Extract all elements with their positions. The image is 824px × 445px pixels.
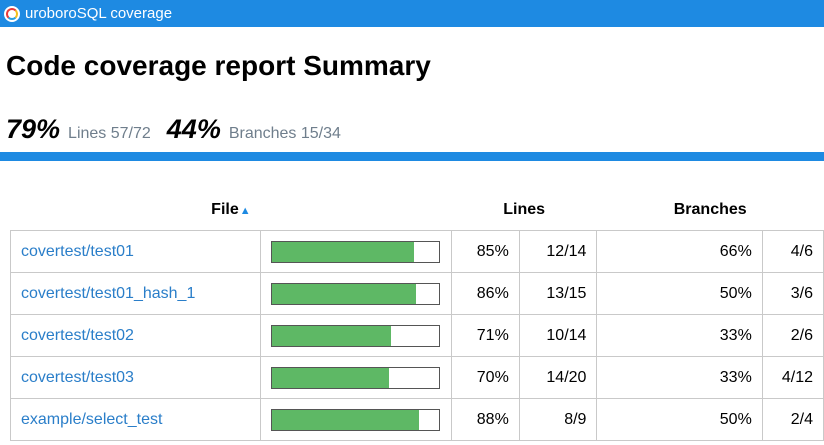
- line-coverage-bar-fill: [271, 241, 414, 262]
- lines-column-header[interactable]: Lines: [503, 201, 546, 218]
- file-link[interactable]: covertest/test03: [21, 368, 134, 386]
- coverage-bar-cell: [259, 230, 452, 273]
- branches-column-header[interactable]: Branches: [673, 201, 747, 218]
- file-link[interactable]: example/select_test: [21, 410, 163, 428]
- file-header-label: File: [211, 201, 239, 218]
- branches-percent-cell: 50%: [596, 272, 763, 315]
- coverage-bar-cell: [259, 314, 452, 357]
- table-row: covertest/test01_hash_1 86% 13/15 50% 3/6: [10, 272, 824, 315]
- line-coverage-bar-fill: [271, 283, 416, 304]
- lines-count-cell: 13/15: [518, 272, 598, 315]
- sort-ascending-icon: ▲: [239, 205, 251, 217]
- header-divider: [0, 152, 824, 161]
- file-cell: example/select_test: [10, 398, 261, 441]
- line-coverage-bar-fill: [271, 325, 391, 346]
- line-coverage-bar: [270, 408, 440, 431]
- file-link[interactable]: covertest/test01_hash_1: [21, 284, 196, 302]
- lines-percent-cell: 71%: [450, 314, 520, 357]
- lines-count-cell: 8/9: [518, 398, 598, 441]
- app-logo-icon: [4, 5, 20, 22]
- line-coverage-bar: [270, 240, 440, 263]
- line-coverage-bar: [270, 324, 440, 347]
- lines-percent-cell: 85%: [450, 230, 520, 273]
- file-cell: covertest/test03: [10, 356, 261, 399]
- branches-count-cell: 4/6: [761, 230, 824, 273]
- line-coverage-bar-fill: [271, 409, 419, 430]
- window-title: uroboroSQL coverage: [25, 5, 173, 22]
- file-column-header[interactable]: File▲: [11, 190, 452, 231]
- branches-count-cell: 3/6: [761, 272, 824, 315]
- coverage-bar-cell: [259, 272, 452, 315]
- page-title: Code coverage report Summary: [6, 50, 431, 81]
- file-link[interactable]: covertest/test02: [21, 326, 134, 344]
- file-cell: covertest/test02: [10, 314, 261, 357]
- coverage-bar-cell: [259, 356, 452, 399]
- branches-count-cell: 4/12: [761, 356, 824, 399]
- line-coverage-bar-fill: [271, 367, 389, 388]
- lines-percent: 79%: [6, 114, 61, 144]
- lines-percent-cell: 70%: [450, 356, 520, 399]
- line-coverage-bar: [270, 366, 440, 389]
- line-coverage-bar: [270, 282, 440, 305]
- window-titlebar: uroboroSQL coverage: [0, 0, 824, 27]
- branches-percent-cell: 33%: [596, 356, 763, 399]
- coverage-bar-cell: [259, 398, 452, 441]
- table-header-row: File▲ Lines Branches: [11, 190, 824, 231]
- file-link[interactable]: covertest/test01: [21, 242, 134, 260]
- branches-percent-cell: 33%: [596, 314, 763, 357]
- coverage-summary: 79% Lines 57/72 44% Branches 15/34: [6, 114, 357, 145]
- branches-count-cell: 2/6: [761, 314, 824, 357]
- file-cell: covertest/test01: [10, 230, 261, 273]
- branches-percent-cell: 66%: [596, 230, 763, 273]
- branches-percent: 44%: [166, 114, 221, 144]
- table-row: example/select_test 88% 8/9 50% 2/4: [10, 398, 824, 441]
- table-row: covertest/test01 85% 12/14 66% 4/6: [10, 230, 824, 273]
- lines-count-cell: 10/14: [518, 314, 598, 357]
- table-row: covertest/test02 71% 10/14 33% 2/6: [10, 314, 824, 357]
- branches-count-cell: 2/4: [761, 398, 824, 441]
- branches-detail: Branches 15/34: [228, 125, 341, 142]
- lines-count-cell: 14/20: [518, 356, 598, 399]
- coverage-table: File▲ Lines Branches covertest/test01 85%…: [10, 190, 824, 441]
- lines-detail: Lines 57/72: [68, 125, 151, 142]
- lines-count-cell: 12/14: [518, 230, 598, 273]
- lines-percent-cell: 86%: [450, 272, 520, 315]
- lines-percent-cell: 88%: [450, 398, 520, 441]
- branches-percent-cell: 50%: [596, 398, 763, 441]
- file-cell: covertest/test01_hash_1: [10, 272, 261, 315]
- table-row: covertest/test03 70% 14/20 33% 4/12: [10, 356, 824, 399]
